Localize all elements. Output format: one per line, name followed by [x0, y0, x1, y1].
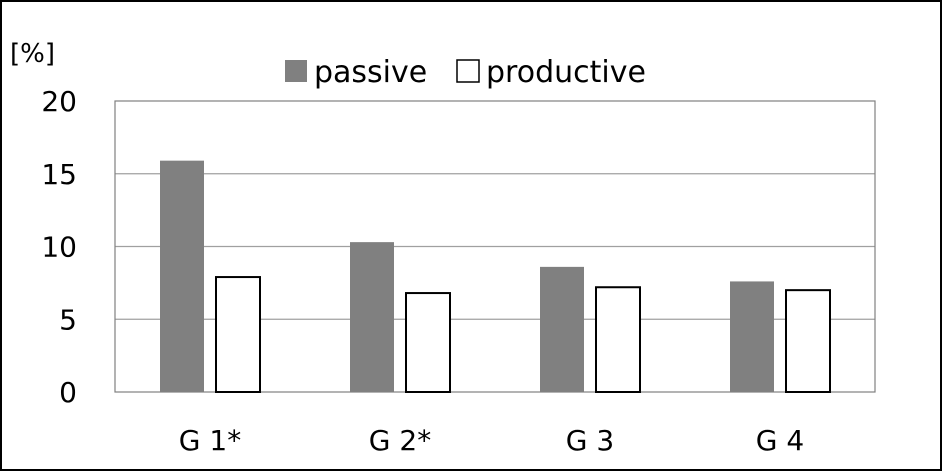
bar-productive-3	[595, 286, 641, 393]
bars	[160, 160, 831, 393]
y-tick-label: 15	[41, 158, 77, 191]
bar-productive-1	[215, 276, 261, 393]
x-tick-label: G 2*	[369, 424, 431, 457]
bar-productive-4	[785, 289, 831, 393]
x-axis-labels: G 1* G 2* G 3 G 4	[179, 424, 804, 457]
y-tick-label: 20	[41, 85, 77, 118]
bar-passive-3	[540, 266, 584, 392]
y-axis-unit-label: [%]	[10, 39, 55, 69]
y-tick-label: 5	[59, 303, 77, 336]
bar-passive-1	[160, 160, 204, 392]
plot-area	[114, 100, 876, 393]
y-axis-ticks: 0 5 10 15 20	[41, 85, 77, 409]
x-tick-label: G 3	[566, 424, 614, 457]
x-tick-label: G 1*	[179, 424, 241, 457]
legend-label-passive: passive	[314, 55, 427, 90]
bar-passive-2	[350, 242, 394, 392]
y-tick-label: 10	[41, 231, 77, 264]
bar-passive-4	[730, 281, 774, 392]
legend-swatch-productive	[456, 59, 480, 83]
legend-label-productive: productive	[486, 55, 646, 90]
y-tick-label: 0	[59, 376, 77, 409]
legend: passive productive	[285, 55, 646, 90]
legend-swatch-passive	[285, 60, 307, 82]
x-tick-label: G 4	[756, 424, 804, 457]
bar-productive-2	[405, 292, 451, 393]
